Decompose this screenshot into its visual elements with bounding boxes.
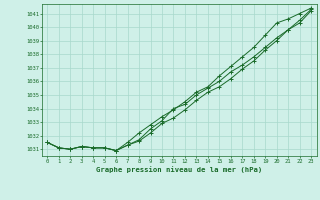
X-axis label: Graphe pression niveau de la mer (hPa): Graphe pression niveau de la mer (hPa) — [96, 166, 262, 173]
